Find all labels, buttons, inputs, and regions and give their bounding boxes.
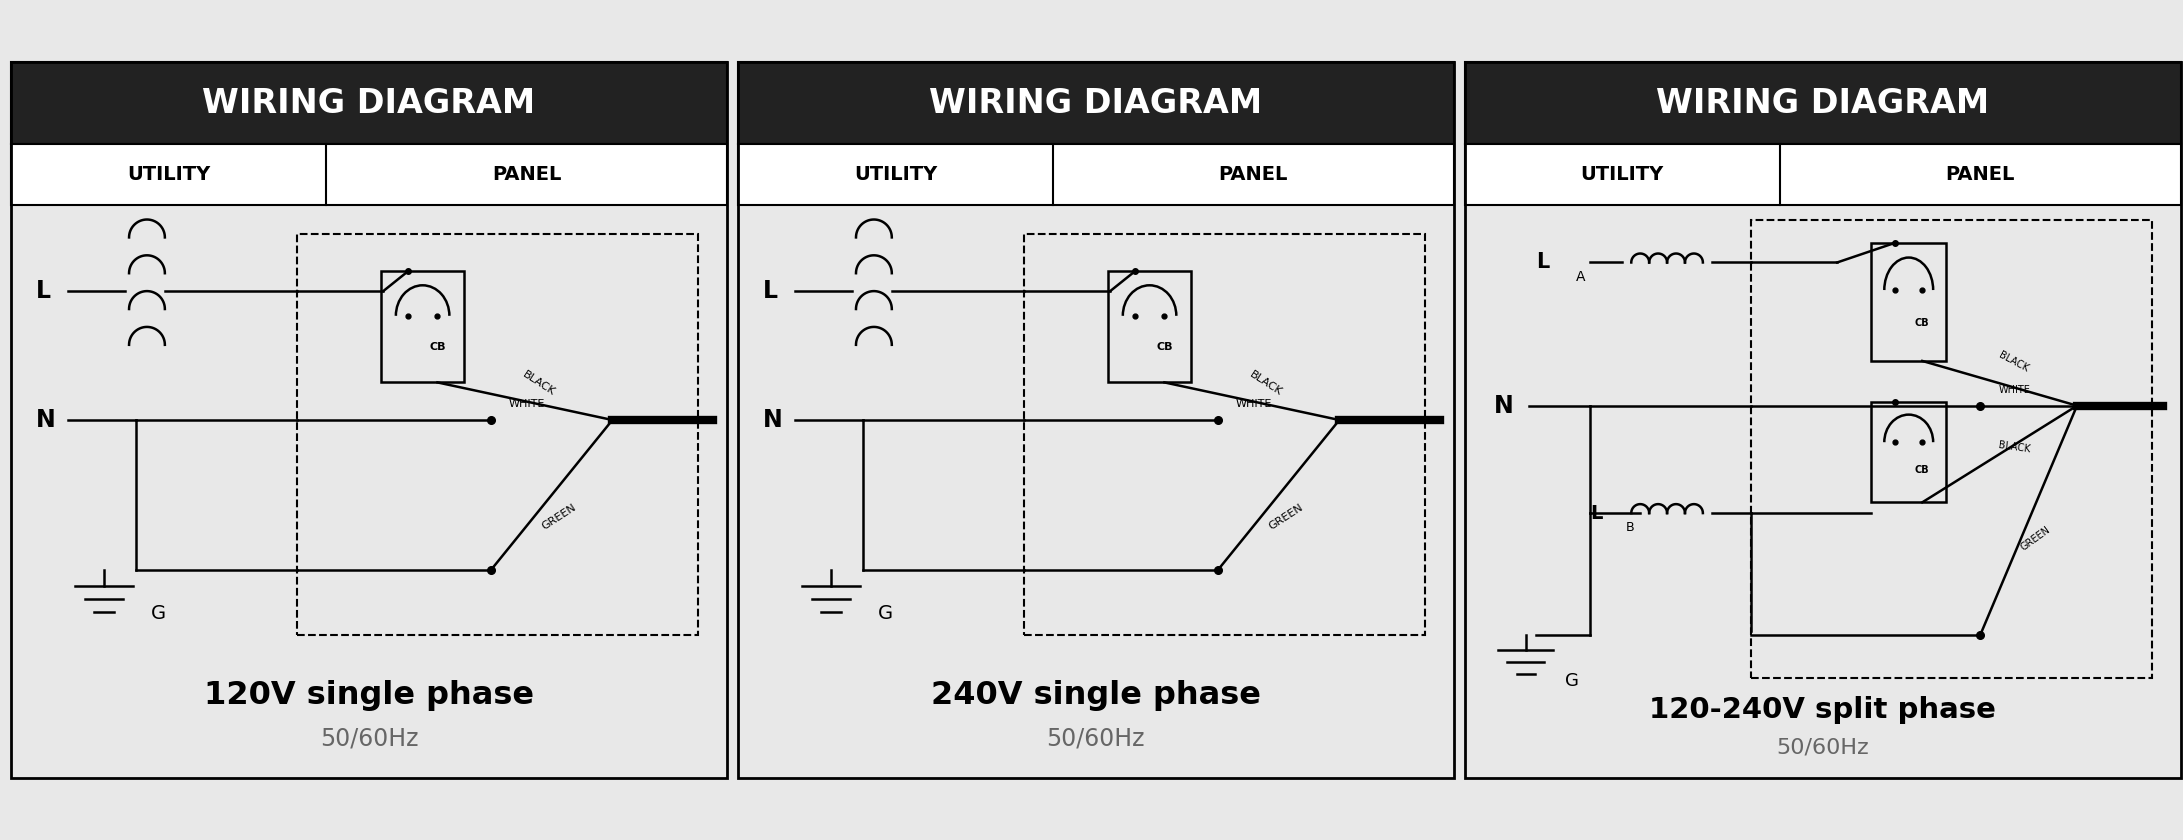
Text: WHITE: WHITE — [1236, 399, 1273, 409]
Text: L: L — [762, 279, 777, 303]
Text: N: N — [762, 408, 784, 432]
Bar — [297, 234, 699, 635]
Text: 50/60Hz: 50/60Hz — [1046, 727, 1146, 751]
Bar — [1871, 243, 1947, 361]
Bar — [1871, 402, 1947, 502]
Text: PANEL: PANEL — [1945, 165, 2015, 184]
Text: 120V single phase: 120V single phase — [203, 680, 535, 711]
Text: CB: CB — [1157, 342, 1172, 352]
Text: WHITE: WHITE — [509, 399, 546, 409]
Bar — [382, 271, 463, 382]
Text: CB: CB — [430, 342, 445, 352]
Text: 120-240V split phase: 120-240V split phase — [1650, 696, 1995, 724]
Text: BLACK: BLACK — [522, 369, 557, 397]
Text: GREEN: GREEN — [539, 502, 578, 532]
Text: B: B — [1626, 521, 1635, 534]
Text: A: A — [1576, 270, 1585, 284]
Bar — [1465, 144, 2181, 205]
Text: 240V single phase: 240V single phase — [930, 680, 1262, 711]
Text: L: L — [1589, 504, 1602, 522]
Text: WHITE: WHITE — [1997, 385, 2030, 395]
Text: BLACK: BLACK — [1997, 350, 2030, 374]
Text: BLACK: BLACK — [1997, 439, 2030, 454]
Text: N: N — [35, 408, 57, 432]
Bar — [1024, 234, 1425, 635]
Text: 50/60Hz: 50/60Hz — [319, 727, 419, 751]
Text: G: G — [878, 604, 893, 622]
Bar — [1751, 219, 2152, 678]
Bar — [738, 144, 1454, 205]
Bar — [11, 144, 727, 205]
Bar — [1109, 271, 1190, 382]
Text: L: L — [35, 279, 50, 303]
Text: N: N — [1493, 394, 1513, 417]
Text: GREEN: GREEN — [1266, 502, 1305, 532]
Text: L: L — [1537, 253, 1550, 272]
Text: UTILITY: UTILITY — [1580, 165, 1663, 184]
Text: WIRING DIAGRAM: WIRING DIAGRAM — [1657, 87, 1989, 119]
Text: UTILITY: UTILITY — [127, 165, 210, 184]
Text: G: G — [1565, 672, 1578, 690]
Text: CB: CB — [1914, 318, 1930, 328]
Text: PANEL: PANEL — [1218, 165, 1288, 184]
Text: WIRING DIAGRAM: WIRING DIAGRAM — [203, 87, 535, 119]
Text: WIRING DIAGRAM: WIRING DIAGRAM — [930, 87, 1262, 119]
Text: UTILITY: UTILITY — [854, 165, 937, 184]
Bar — [1465, 62, 2181, 144]
Text: BLACK: BLACK — [1249, 369, 1284, 397]
Text: G: G — [151, 604, 166, 622]
Bar — [738, 62, 1454, 144]
Text: CB: CB — [1914, 465, 1930, 475]
Text: 50/60Hz: 50/60Hz — [1777, 738, 1869, 758]
Bar — [11, 62, 727, 144]
Text: PANEL: PANEL — [491, 165, 561, 184]
Text: GREEN: GREEN — [2019, 524, 2052, 552]
